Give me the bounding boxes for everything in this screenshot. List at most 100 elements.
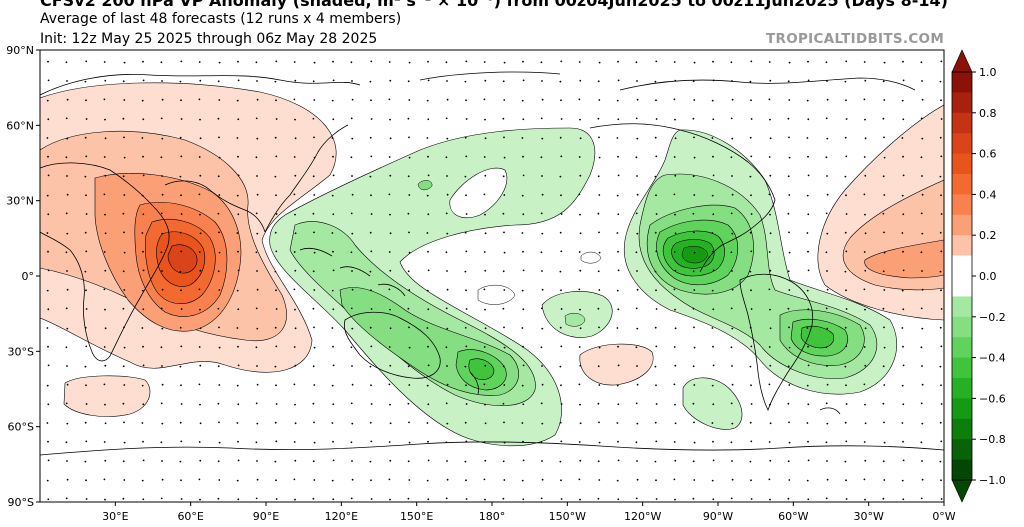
wind-vector [46,422,49,424]
wind-vector [180,250,183,253]
wind-vector [807,118,810,121]
wind-vector [730,307,733,310]
colorbar-label: 1.0 [979,66,997,79]
negative-anomaly-americas-7 [681,246,708,264]
colorbar-segment-negative [952,398,972,420]
wind-vector [597,270,600,273]
wind-vector [825,402,828,405]
wind-vector [141,137,144,139]
wind-vector [806,232,809,234]
colorbar: 1.0 0.8 0.6 0.4 0.2 0.0 −0.2 −0.4 −0.6 −0.8 −1.0 [951,49,1006,503]
wind-vector [844,326,847,329]
wind-vector [369,80,372,83]
wind-vector [161,365,163,367]
wind-vector [351,232,354,235]
wind-vector [236,289,239,292]
wind-vector [275,213,278,215]
wind-vector [275,384,277,387]
wind-vector [142,459,145,462]
wind-vector [559,136,562,139]
wind-vector [427,155,429,158]
wind-vector [617,118,620,121]
wind-vector [540,497,543,500]
wind-vector [123,231,125,234]
wind-vector [199,79,202,82]
wind-vector [351,98,354,101]
wind-vector [901,384,904,387]
wind-vector [85,155,88,158]
wind-vector [407,365,410,368]
wind-vector [560,384,562,387]
wind-vector [255,212,258,215]
wind-vector [198,346,201,348]
wind-vector [616,99,619,102]
wind-vector [712,498,715,501]
wind-vector [502,117,505,120]
wind-vector [883,136,885,139]
wind-vector [370,479,372,482]
wind-vector [445,441,448,444]
wind-vector [787,270,790,273]
wind-vector [541,460,543,462]
wind-vector [218,156,221,159]
wind-vector [483,478,486,481]
wind-vector [578,193,581,196]
wind-vector [502,460,505,463]
wind-vector [863,156,866,158]
wind-vector [218,384,221,386]
wind-vector [787,402,790,405]
wind-vector [807,440,809,443]
wind-vector [464,326,467,329]
wind-vector [788,136,790,139]
wind-vector [597,80,600,83]
wind-vector [769,213,771,216]
wind-vector [217,117,220,120]
wind-vector [66,270,68,272]
wind-vector [731,478,734,481]
wind-vector [692,117,695,120]
wind-vector [464,80,467,83]
wind-vector [674,459,677,462]
wind-vector [294,403,296,406]
wind-vector [712,345,714,348]
wind-vector [540,441,543,444]
wind-vector [199,327,202,330]
wind-vector [426,99,429,102]
wind-vector [464,270,467,273]
wind-vector [673,478,676,481]
wind-vector [692,365,695,368]
wind-vector [844,175,847,178]
wind-vector [655,250,658,253]
wind-vector [161,232,164,235]
wind-vector [141,232,144,234]
wind-vector [825,346,828,349]
positive-anomaly-level-7 [167,244,198,274]
wind-vector [123,156,126,159]
wind-vector [255,307,258,310]
wind-vector [389,364,392,367]
wind-vector [122,270,125,273]
wind-vector [730,117,733,120]
wind-vector [522,79,525,82]
wind-vector [522,403,525,406]
wind-vector [635,212,638,215]
wind-vector [331,384,334,387]
wind-vector [521,137,524,139]
wind-vector [66,478,69,481]
wind-vector [274,326,277,329]
wind-vector [597,117,600,120]
wind-vector [731,383,734,386]
wind-vector [522,155,524,158]
wind-vector [351,422,354,425]
wind-vector [655,384,657,387]
wind-vector [331,422,334,424]
wind-vector [331,479,334,482]
wind-vector [313,99,316,101]
wind-vector [331,137,334,139]
wind-vector [237,498,240,501]
wind-vector [142,60,144,63]
wind-vector [274,175,277,178]
wind-vector [560,440,563,443]
wind-vector [160,156,163,159]
wind-vector [370,403,373,405]
